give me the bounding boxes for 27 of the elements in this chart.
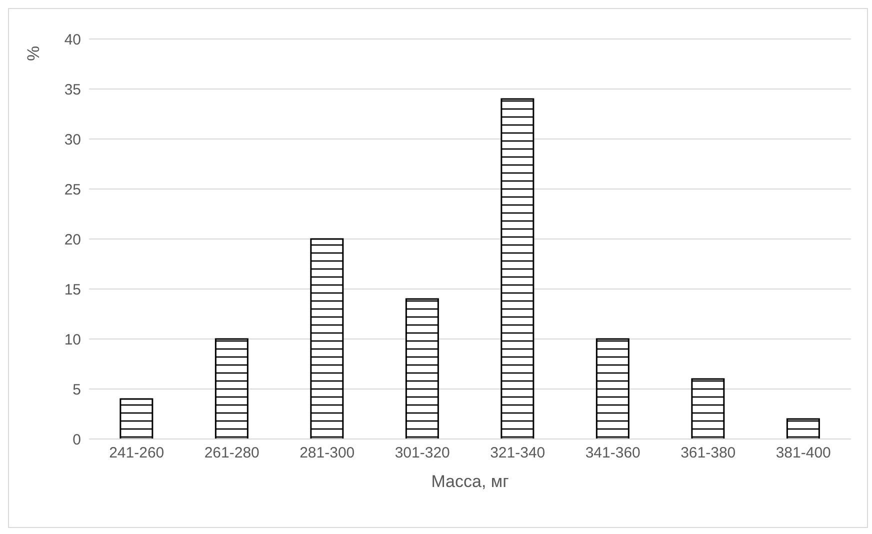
y-tick-label: 25 <box>64 181 81 198</box>
x-tick-label: 281-300 <box>300 444 355 462</box>
bar <box>405 298 439 439</box>
bar <box>500 98 534 439</box>
bar <box>596 338 630 439</box>
y-tick-label: 15 <box>64 281 81 298</box>
y-tick-label: 5 <box>72 381 81 398</box>
x-tick-label: 381-400 <box>776 444 831 462</box>
x-tick-label: 301-320 <box>394 444 450 462</box>
x-tick-label: 341-360 <box>585 444 640 462</box>
y-tick-label: 0 <box>72 431 81 448</box>
bar <box>310 238 344 439</box>
y-tick-label: 20 <box>64 231 81 248</box>
y-tick-label: 30 <box>64 131 81 148</box>
y-tick-label: 40 <box>64 31 81 48</box>
x-axis-title: Масса, мг <box>431 472 509 491</box>
y-axis-title: % <box>24 46 44 61</box>
bar <box>691 378 725 439</box>
x-tick-label: 321-340 <box>490 444 546 462</box>
y-tick-label: 10 <box>64 331 81 348</box>
x-tick-label: 261-280 <box>204 444 260 462</box>
bar <box>214 338 248 439</box>
y-tick-label: 35 <box>64 81 81 98</box>
bar <box>786 418 820 439</box>
x-tick-label: 361-380 <box>680 444 736 462</box>
x-tick-label: 241-260 <box>109 444 164 462</box>
bar <box>120 398 154 439</box>
